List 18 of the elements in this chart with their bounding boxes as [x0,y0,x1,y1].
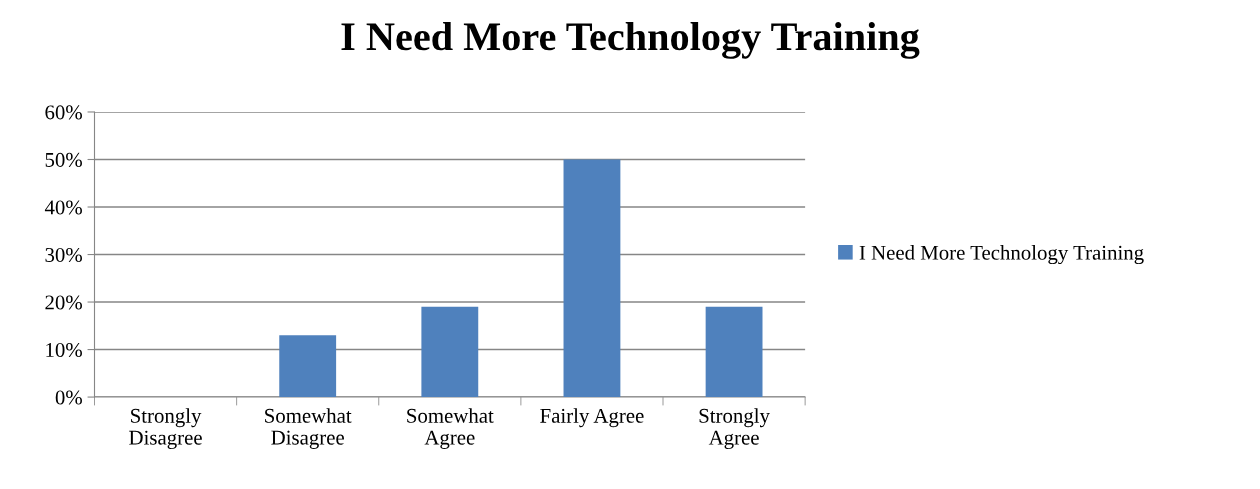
y-tick-label: 10% [46,342,82,358]
x-tick-label: Strongly Agree [699,408,770,449]
x-tick-label: Somewhat Agree [407,408,494,449]
y-tick-label: 30% [45,247,82,263]
chart-title: I Need More Technology Training [341,22,920,59]
legend-label: I Need More Technology Training [859,245,1144,265]
bar [279,335,337,398]
y-tick-label: 60% [45,105,82,120]
y-tick-label: 0% [55,390,82,405]
x-tick-label: Somewhat Disagree [265,408,352,449]
bar [563,159,621,398]
x-tick-label: Strongly Disagree [129,408,202,449]
x-tick-label: Fairly Agree [540,408,644,428]
y-tick-label: 50% [45,152,82,167]
bar [421,306,479,398]
y-tick-label: 20% [45,295,82,310]
bar [705,306,763,398]
y-tick-label: 40% [44,200,82,215]
